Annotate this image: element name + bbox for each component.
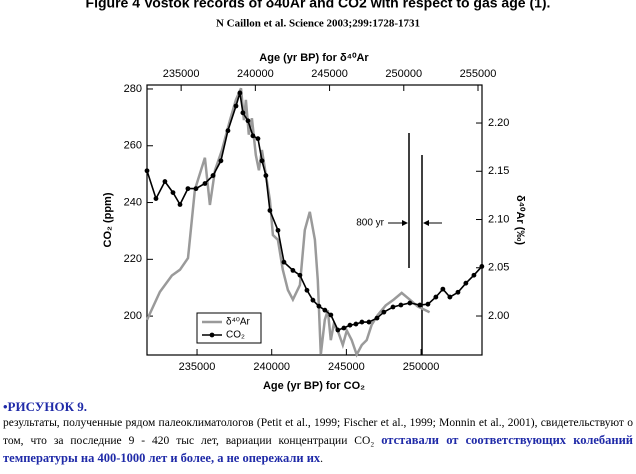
point [233,103,239,109]
y2-tick-label: 2.20 [488,117,509,129]
point [304,287,310,293]
point [328,312,334,318]
point [275,227,281,233]
point [366,319,372,325]
y2-tick-label: 2.00 [488,310,509,322]
point [335,327,341,333]
point [417,302,423,308]
point [310,297,316,303]
point [210,173,216,178]
point [250,133,256,139]
point [240,110,246,116]
caption-emphasis: отставали от соответствующих колебаний т… [3,433,633,465]
y-tick-label: 260 [124,140,142,152]
point [177,202,183,207]
arrow-head [402,220,408,226]
point [237,90,243,96]
point [259,158,265,164]
annotation: 800 yr [356,218,384,229]
point [263,173,269,178]
point [341,325,347,331]
point [479,264,485,269]
point [359,319,365,325]
point [455,289,461,295]
legend-label: CO₂ [226,330,245,341]
y-tick-label: 280 [124,83,142,95]
point [374,315,380,321]
point [225,128,231,134]
caption-end: . [320,453,324,465]
point [407,300,413,306]
caption-text: результаты, полученные рядом палеоклимат… [3,417,633,447]
point [463,280,469,286]
point [316,303,322,309]
x2-tick-label: 255000 [460,68,497,80]
x-tick-label: 250000 [403,361,440,373]
chart-subtitle: N Caillon et al. Science 2003;299:1728-1… [216,18,420,30]
point [267,208,273,213]
point [322,307,328,313]
point [144,168,150,174]
y-tick-label: 220 [124,253,142,265]
x2-tick-label: 250000 [385,68,422,80]
legend-marker [209,332,215,338]
point [153,196,159,201]
x2-tick-label: 240000 [237,68,274,80]
series-line [146,92,483,331]
x-tick-label: 235000 [179,361,216,373]
point [425,301,431,307]
point [255,136,261,142]
y2-axis-label: δ⁴⁰Ar (‰) [514,195,526,245]
y2-tick-label: 2.15 [488,165,509,177]
y2-tick-label: 2.10 [488,213,509,225]
point [398,302,404,308]
caption-heading: •РИСУНОК 9. [3,399,88,414]
point [218,158,224,164]
point [353,321,359,327]
chart: Figure 4 Vostok records of δ40Ar and CO2… [86,0,551,392]
point [185,186,191,192]
point [447,294,453,300]
point [433,294,439,300]
y2-tick-label: 2.05 [488,262,509,274]
y-tick-label: 240 [124,196,142,208]
arrow-head [423,220,429,226]
point [193,186,199,192]
point [162,179,168,184]
series-line [145,87,431,358]
x-tick-label: 245000 [328,361,365,373]
x2-tick-label: 235000 [163,68,200,80]
point [390,304,396,310]
y-tick-label: 200 [124,310,142,322]
x-axis-label: Age (yr BP) for CO₂ [263,380,365,392]
point [471,272,477,278]
y-axis-label: CO₂ (ppm) [102,192,114,247]
legend-box [196,312,262,344]
point [290,267,296,273]
point [245,118,251,124]
point [281,259,287,265]
caption: •РИСУНОК 9. результаты, полученные рядом… [3,398,633,468]
point [440,286,446,292]
point [202,181,208,186]
x2-axis-label: Age (yr BP) for δ⁴⁰Ar [259,52,369,64]
point [381,309,387,315]
chart-title: Figure 4 Vostok records of δ40Ar and CO2… [86,0,551,11]
point [297,272,303,278]
x-tick-label: 240000 [253,361,290,373]
point [170,190,176,196]
legend-label: δ⁴⁰Ar [226,317,251,328]
point [347,322,353,328]
x2-tick-label: 245000 [311,68,348,80]
